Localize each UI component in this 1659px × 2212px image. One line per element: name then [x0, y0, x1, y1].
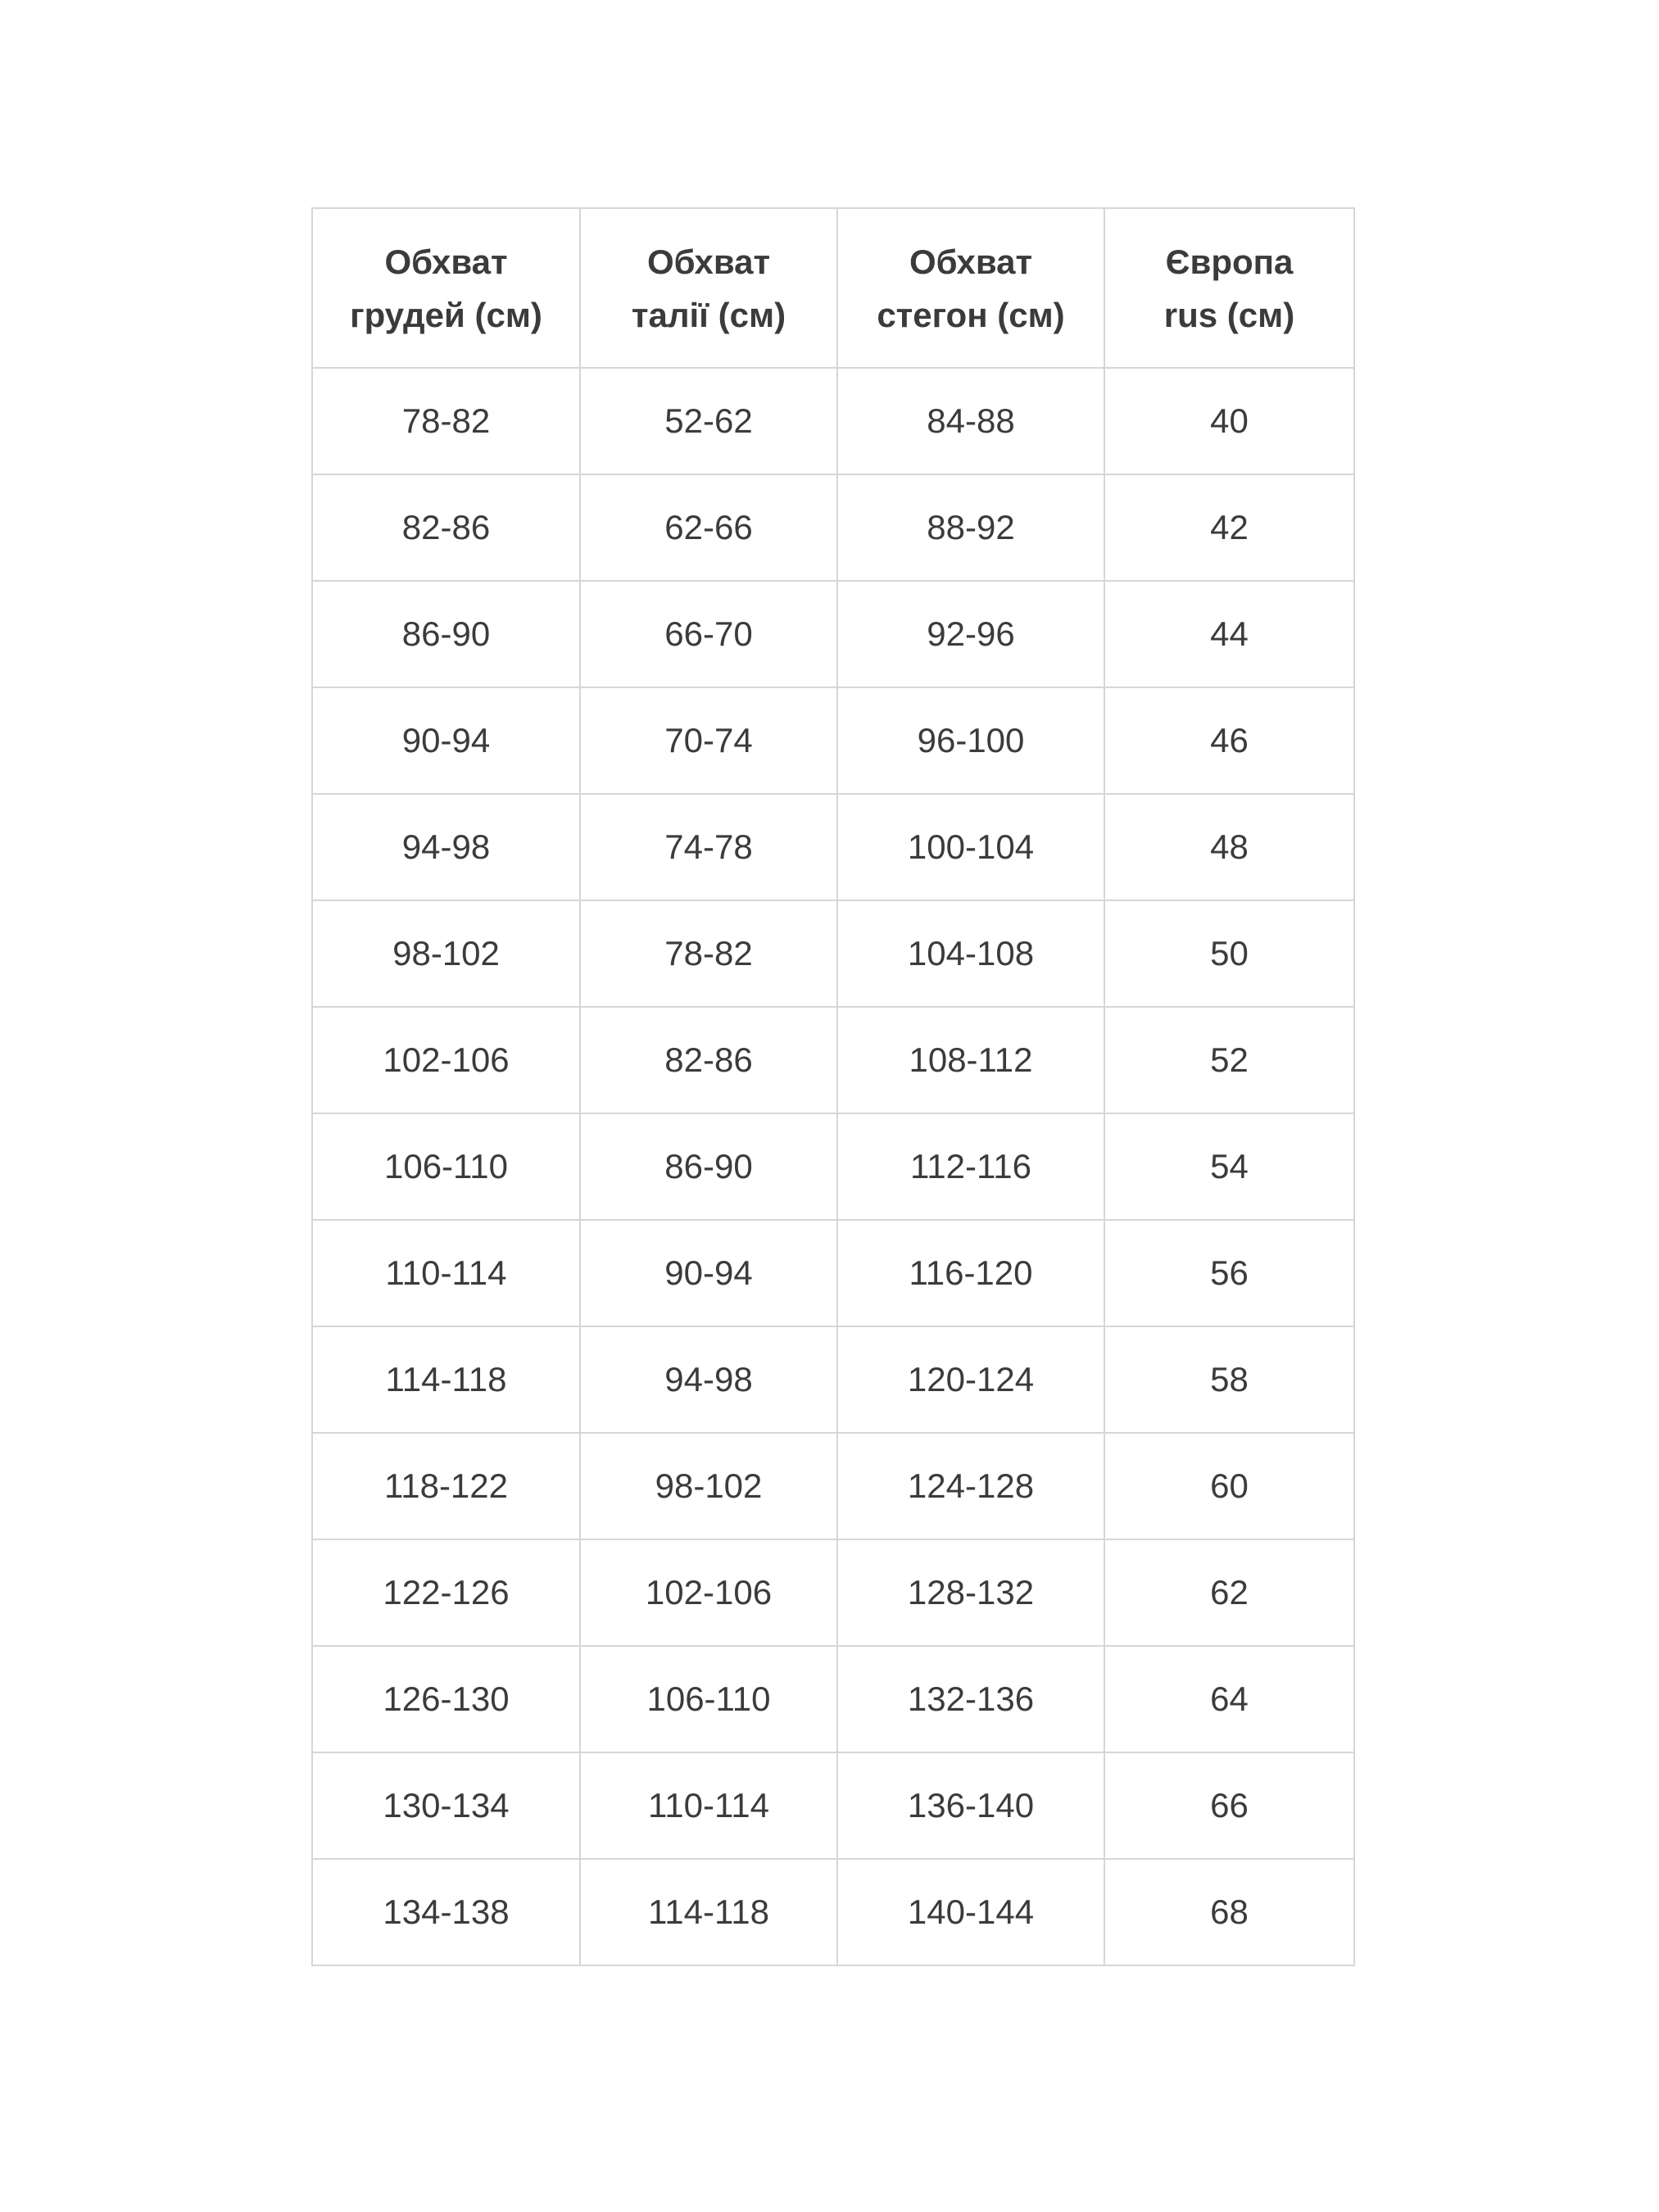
size-chart-table: Обхват грудей (см) Обхват талії (см) Обх…	[311, 207, 1355, 1966]
waist-cell: 66-70	[579, 580, 838, 688]
table-row: 94-98 74-78 100-104 48	[311, 793, 1355, 901]
waist-cell: 62-66	[579, 474, 838, 582]
hips-cell: 88-92	[836, 474, 1105, 582]
hips-cell: 108-112	[836, 1006, 1105, 1114]
waist-cell: 106-110	[579, 1645, 838, 1753]
hips-cell: 120-124	[836, 1326, 1105, 1434]
europe-size-cell: 60	[1104, 1432, 1355, 1540]
chest-cell: 134-138	[311, 1858, 581, 1966]
table-row: 82-86 62-66 88-92 42	[311, 474, 1355, 582]
table-row: 130-134 110-114 136-140 66	[311, 1752, 1355, 1860]
hips-cell: 104-108	[836, 900, 1105, 1008]
chest-cell: 114-118	[311, 1326, 581, 1434]
europe-size-cell: 46	[1104, 687, 1355, 795]
col-header-hips-line1: Обхват	[909, 242, 1033, 281]
waist-cell: 110-114	[579, 1752, 838, 1860]
chest-cell: 102-106	[311, 1006, 581, 1114]
waist-cell: 82-86	[579, 1006, 838, 1114]
chest-cell: 78-82	[311, 367, 581, 475]
chest-cell: 94-98	[311, 793, 581, 901]
chest-cell: 110-114	[311, 1219, 581, 1327]
waist-cell: 114-118	[579, 1858, 838, 1966]
table-row: 102-106 82-86 108-112 52	[311, 1006, 1355, 1114]
table-row: 90-94 70-74 96-100 46	[311, 687, 1355, 795]
hips-cell: 84-88	[836, 367, 1105, 475]
col-header-europe-size-line1: Європа	[1165, 242, 1294, 281]
waist-cell: 90-94	[579, 1219, 838, 1327]
table-row: 114-118 94-98 120-124 58	[311, 1326, 1355, 1434]
col-header-waist: Обхват талії (см)	[579, 207, 838, 369]
waist-cell: 70-74	[579, 687, 838, 795]
hips-cell: 96-100	[836, 687, 1105, 795]
col-header-hips-line2: стегон (см)	[877, 295, 1065, 334]
col-header-waist-line1: Обхват	[646, 242, 771, 281]
europe-size-cell: 58	[1104, 1326, 1355, 1434]
col-header-chest-line1: Обхват	[384, 242, 508, 281]
table-row: 98-102 78-82 104-108 50	[311, 900, 1355, 1008]
header-row: Обхват грудей (см) Обхват талії (см) Обх…	[311, 207, 1355, 369]
col-header-hips: Обхват стегон (см)	[836, 207, 1105, 369]
europe-size-cell: 66	[1104, 1752, 1355, 1860]
europe-size-cell: 52	[1104, 1006, 1355, 1114]
waist-cell: 98-102	[579, 1432, 838, 1540]
waist-cell: 102-106	[579, 1539, 838, 1647]
hips-cell: 100-104	[836, 793, 1105, 901]
table-row: 122-126 102-106 128-132 62	[311, 1539, 1355, 1647]
table-row: 118-122 98-102 124-128 60	[311, 1432, 1355, 1540]
chest-cell: 130-134	[311, 1752, 581, 1860]
table-row: 106-110 86-90 112-116 54	[311, 1113, 1355, 1221]
chest-cell: 82-86	[311, 474, 581, 582]
chest-cell: 86-90	[311, 580, 581, 688]
chest-cell: 106-110	[311, 1113, 581, 1221]
table-row: 110-114 90-94 116-120 56	[311, 1219, 1355, 1327]
europe-size-cell: 54	[1104, 1113, 1355, 1221]
europe-size-cell: 40	[1104, 367, 1355, 475]
chest-cell: 90-94	[311, 687, 581, 795]
waist-cell: 52-62	[579, 367, 838, 475]
chest-cell: 126-130	[311, 1645, 581, 1753]
table-row: 78-82 52-62 84-88 40	[311, 367, 1355, 475]
europe-size-cell: 56	[1104, 1219, 1355, 1327]
hips-cell: 132-136	[836, 1645, 1105, 1753]
chest-cell: 122-126	[311, 1539, 581, 1647]
col-header-chest: Обхват грудей (см)	[311, 207, 581, 369]
europe-size-cell: 48	[1104, 793, 1355, 901]
europe-size-cell: 44	[1104, 580, 1355, 688]
europe-size-cell: 62	[1104, 1539, 1355, 1647]
col-header-chest-line2: грудей (см)	[350, 295, 542, 334]
europe-size-cell: 68	[1104, 1858, 1355, 1966]
hips-cell: 128-132	[836, 1539, 1105, 1647]
table-row: 86-90 66-70 92-96 44	[311, 580, 1355, 688]
europe-size-cell: 64	[1104, 1645, 1355, 1753]
table-row: 126-130 106-110 132-136 64	[311, 1645, 1355, 1753]
waist-cell: 94-98	[579, 1326, 838, 1434]
waist-cell: 78-82	[579, 900, 838, 1008]
hips-cell: 116-120	[836, 1219, 1105, 1327]
col-header-europe-size-line2: rus (см)	[1163, 295, 1295, 334]
col-header-waist-line2: талії (см)	[631, 295, 786, 334]
chest-cell: 118-122	[311, 1432, 581, 1540]
chest-cell: 98-102	[311, 900, 581, 1008]
hips-cell: 136-140	[836, 1752, 1105, 1860]
col-header-europe-size: Європа rus (см)	[1104, 207, 1355, 369]
waist-cell: 74-78	[579, 793, 838, 901]
europe-size-cell: 50	[1104, 900, 1355, 1008]
hips-cell: 112-116	[836, 1113, 1105, 1221]
hips-cell: 124-128	[836, 1432, 1105, 1540]
hips-cell: 140-144	[836, 1858, 1105, 1966]
hips-cell: 92-96	[836, 580, 1105, 688]
table-row: 134-138 114-118 140-144 68	[311, 1858, 1355, 1966]
waist-cell: 86-90	[579, 1113, 838, 1221]
europe-size-cell: 42	[1104, 474, 1355, 582]
